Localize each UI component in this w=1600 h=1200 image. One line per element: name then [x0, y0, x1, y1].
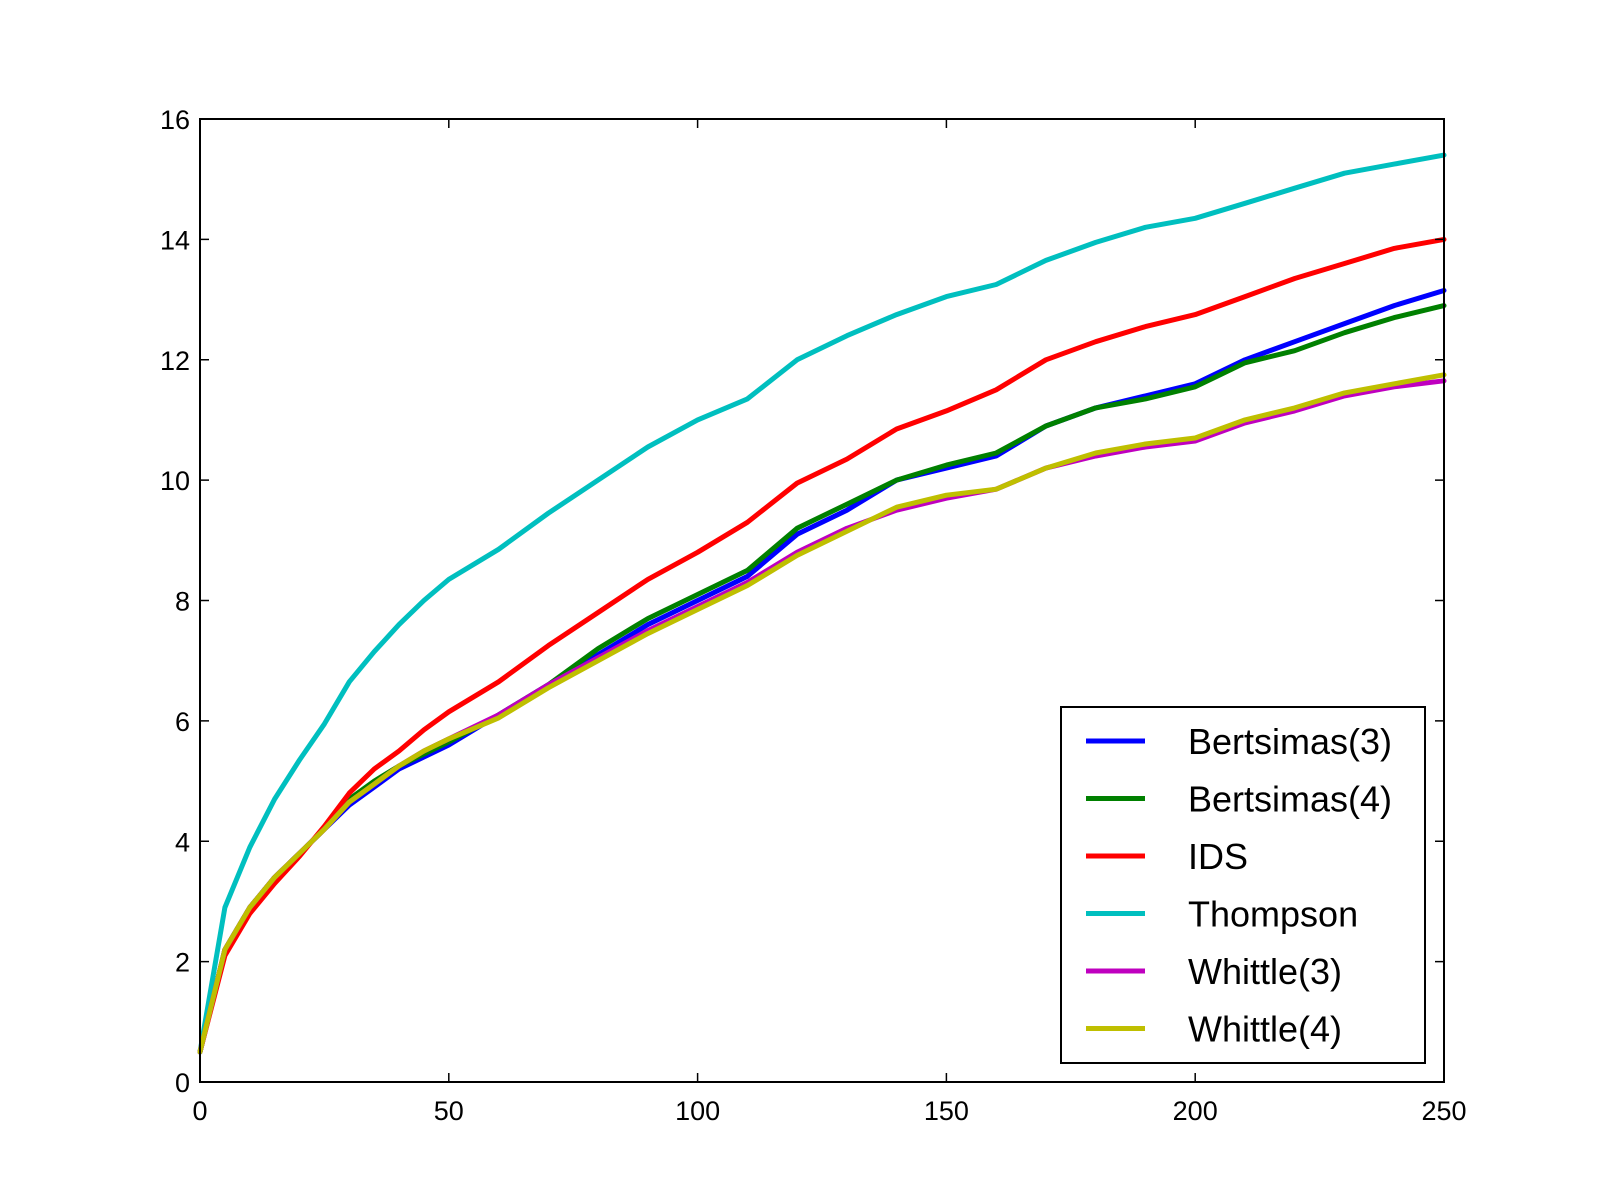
legend-label: Bertsimas(3)	[1188, 721, 1392, 762]
legend: Bertsimas(3) Bertsimas(4) IDS Thompson Whitt…	[1060, 706, 1426, 1064]
y-tick-label: 16	[160, 105, 190, 135]
series-line-5	[197, 372, 1447, 1055]
y-tick-label: 2	[175, 948, 190, 978]
legend-label: Thompson	[1188, 894, 1358, 935]
y-tick-label: 14	[160, 225, 190, 255]
legend-label: Bertsimas(4)	[1188, 779, 1392, 820]
y-tick-label: 12	[160, 346, 190, 376]
legend-label: Whittle(3)	[1188, 951, 1342, 992]
series-layer	[197, 152, 1447, 1055]
y-tick-label: 8	[175, 587, 190, 617]
x-tick-label: 50	[434, 1096, 464, 1126]
y-tick-label: 0	[175, 1068, 190, 1098]
y-tick-label: 6	[175, 707, 190, 737]
x-tick-label: 250	[1421, 1096, 1466, 1126]
y-tick-label: 4	[175, 827, 190, 857]
x-tick-label: 100	[675, 1096, 720, 1126]
y-tick-label: 10	[160, 466, 190, 496]
series-line-3	[197, 152, 1447, 1055]
x-tick-label: 150	[924, 1096, 969, 1126]
legend-box	[1060, 706, 1426, 1064]
axes-layer: 0 50 100 150 200 250 0 2 4 6 8 10 12 14 16	[160, 105, 1467, 1126]
legend-label: Whittle(4)	[1188, 1009, 1342, 1050]
x-tick-label: 200	[1173, 1096, 1218, 1126]
x-tick-label: 0	[192, 1096, 207, 1126]
legend-label: IDS	[1188, 836, 1248, 877]
